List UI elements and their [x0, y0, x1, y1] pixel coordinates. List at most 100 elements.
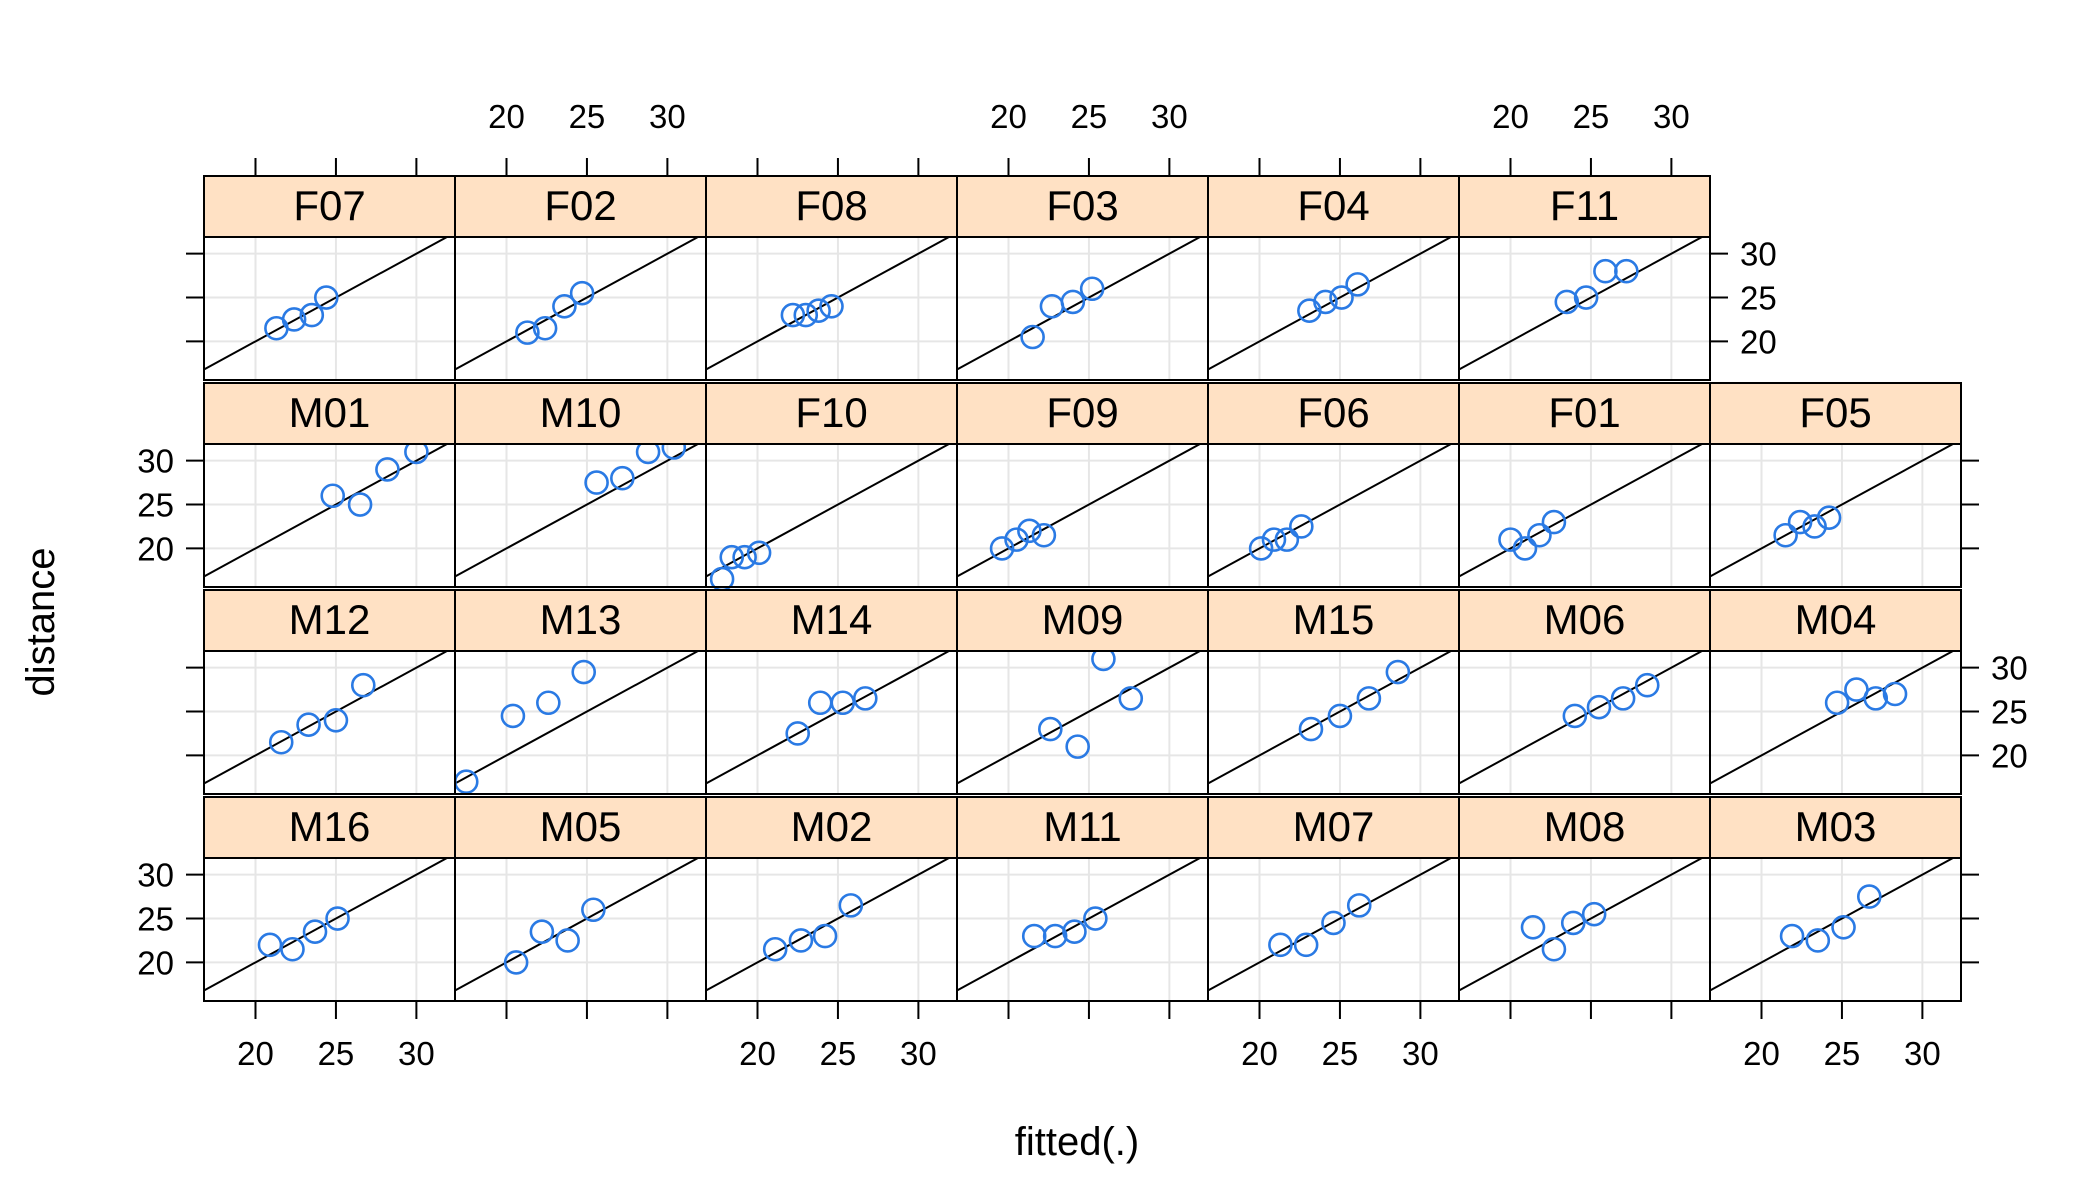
y-tick-label: 25 — [137, 487, 174, 524]
data-point — [732, 544, 757, 570]
panel-strip — [203, 175, 456, 238]
data-point — [785, 721, 811, 746]
x-tick-label: 25 — [1573, 98, 1610, 135]
panel-strip — [203, 796, 456, 859]
reference-line — [956, 650, 1201, 785]
data-point — [325, 906, 350, 931]
reference-line — [1709, 443, 1954, 578]
data-point — [1634, 672, 1660, 698]
data-point — [1787, 509, 1813, 535]
panel-m05: M05 — [454, 796, 707, 1002]
data-point — [1610, 686, 1636, 711]
panel-m16: M16 — [203, 796, 456, 1002]
data-point — [610, 465, 635, 491]
y-tick-label: 20 — [137, 944, 174, 981]
panel-strip-label: F09 — [1046, 389, 1118, 436]
panel-strip — [454, 382, 707, 445]
x-axis-title: fitted(.) — [1015, 1120, 1139, 1164]
reference-line — [956, 857, 1201, 992]
panel-f11: F11 — [1458, 175, 1711, 381]
data-point — [500, 703, 526, 729]
panel-f01: F01 — [1458, 382, 1711, 588]
panel-strip — [454, 175, 707, 238]
x-tick-label: 25 — [1824, 1035, 1861, 1072]
data-point — [503, 950, 529, 975]
data-point — [1038, 716, 1063, 742]
data-point — [1779, 923, 1805, 949]
panel-strip-label: M08 — [1544, 803, 1626, 850]
data-point — [323, 708, 349, 733]
data-point — [780, 302, 806, 328]
panel-strip — [956, 175, 1209, 238]
panel-strip — [1709, 796, 1962, 859]
panel-strip-label: F04 — [1297, 182, 1369, 229]
data-point — [569, 280, 595, 306]
x-tick-label: 30 — [1653, 98, 1690, 135]
panel-strip — [1207, 589, 1460, 652]
panel-strip-label: M07 — [1293, 803, 1375, 850]
data-point — [1385, 659, 1411, 685]
data-point — [830, 690, 856, 716]
data-point — [1004, 527, 1029, 552]
x-tick-label: 25 — [1322, 1035, 1359, 1072]
reference-line — [1207, 236, 1452, 371]
x-tick-label: 30 — [649, 98, 686, 135]
panel-m06: M06 — [1458, 589, 1711, 795]
data-point — [1346, 893, 1372, 918]
data-point — [1614, 258, 1639, 284]
panel-strip-label: M03 — [1795, 803, 1877, 850]
data-point — [313, 285, 339, 310]
panel-strip — [454, 796, 707, 859]
data-point — [1329, 285, 1354, 310]
data-point — [515, 320, 540, 345]
data-point — [552, 294, 577, 319]
panel-strip-label: M15 — [1293, 596, 1375, 643]
data-point — [1017, 518, 1042, 544]
data-point — [1118, 686, 1144, 711]
y-tick-label: 20 — [1991, 737, 2028, 774]
data-point — [1079, 276, 1105, 302]
x-tick-label: 20 — [1743, 1035, 1780, 1072]
x-tick-label: 20 — [990, 98, 1027, 135]
panel-strip-label: F02 — [544, 182, 616, 229]
data-point — [1882, 681, 1908, 707]
panel-strip — [1709, 589, 1962, 652]
x-tick-label: 20 — [1492, 98, 1529, 135]
x-tick-label: 25 — [569, 98, 606, 135]
data-point — [762, 936, 788, 962]
panel-m14: M14 — [705, 589, 958, 795]
data-point — [819, 294, 844, 319]
data-point — [281, 307, 307, 332]
panel-f04: F04 — [1207, 175, 1460, 381]
data-point — [375, 457, 400, 482]
x-tick-label: 25 — [820, 1035, 857, 1072]
data-point — [812, 923, 838, 949]
y-tick-label: 20 — [1740, 323, 1777, 360]
data-point — [1062, 919, 1087, 944]
data-point — [350, 672, 376, 698]
data-point — [1805, 928, 1831, 953]
x-tick-label: 20 — [1241, 1035, 1278, 1072]
x-tick-label: 30 — [1402, 1035, 1439, 1072]
y-tick-label: 30 — [137, 857, 174, 894]
panel-strip-label: M01 — [289, 389, 371, 436]
panel-m15: M15 — [1207, 589, 1460, 795]
panel-strip — [1458, 589, 1711, 652]
data-point — [1345, 272, 1370, 297]
data-point — [320, 483, 346, 509]
data-point — [806, 298, 831, 323]
x-tick-label: 30 — [398, 1035, 435, 1072]
data-point — [1863, 686, 1889, 711]
panel-strip-label: M05 — [540, 803, 622, 850]
panel-m07: M07 — [1207, 796, 1460, 1002]
panel-strip-label: F01 — [1548, 389, 1620, 436]
data-point — [1039, 294, 1065, 319]
x-tick-label: 30 — [900, 1035, 937, 1072]
data-point — [1042, 923, 1068, 949]
panel-strip — [705, 589, 958, 652]
data-point — [296, 712, 321, 737]
panel-strip-label: M02 — [791, 803, 873, 850]
data-point — [1293, 932, 1319, 958]
y-tick-label: 25 — [137, 901, 174, 938]
